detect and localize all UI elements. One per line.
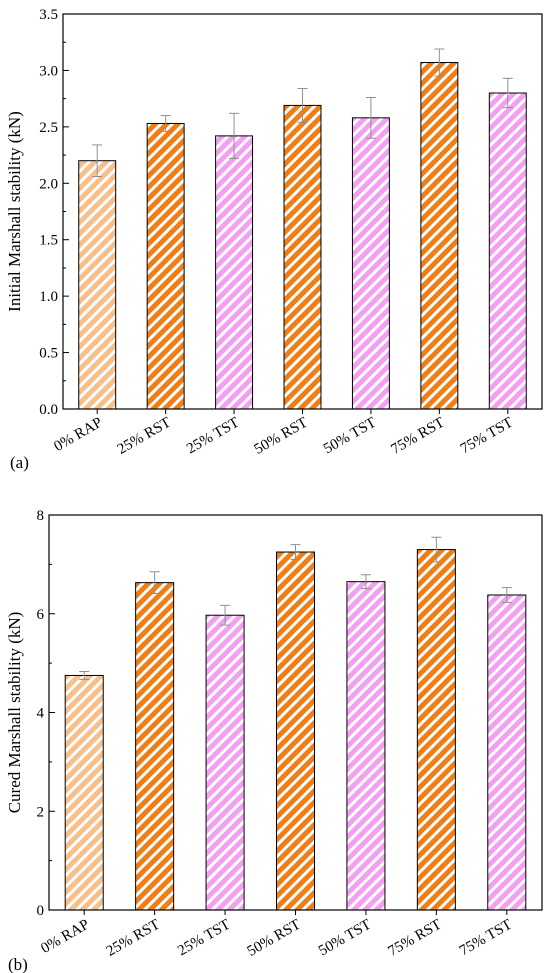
x-tick-label: 75% TST (458, 415, 516, 458)
chart-panel-b: 0% RAP 25% RST 25% TST 50% RST 50% TST 75% RS… (5, 508, 543, 973)
y-tick-label: 2 (37, 804, 45, 820)
error-bar (92, 144, 103, 178)
x-tick-label: 25% RST (104, 917, 163, 960)
x-tick-label: 75% TST (457, 917, 515, 960)
x-tick-label: 25% TST (175, 917, 233, 960)
y-axis-label: Initial Marshall stability (kN) (5, 111, 24, 312)
error-bar (360, 574, 371, 590)
x-tick-label: 50% RST (252, 415, 311, 458)
bar-50-rst (283, 104, 322, 410)
bar-75-tst (487, 594, 527, 911)
chart-panel-a: 0% RAP 25% RST 25% TST 50% RST 50% TST 75% RS… (5, 7, 543, 472)
error-bar (365, 97, 376, 139)
x-tick-label: 50% TST (321, 415, 379, 458)
x-tick-label: 75% RST (385, 917, 444, 960)
x-tick-label: 25% TST (184, 415, 242, 458)
bar-50-tst (351, 117, 390, 410)
error-bar (290, 544, 301, 560)
bar-25-tst (205, 614, 245, 911)
error-bar (502, 77, 513, 109)
bar-75-rst (416, 549, 456, 911)
bar-0-rap (78, 160, 117, 410)
x-tick-label: 0% RAP (51, 415, 105, 455)
x-tick-label: 50% TST (316, 917, 374, 960)
error-bar (220, 604, 231, 626)
x-tick-label: 0% RAP (38, 917, 92, 957)
bar-25-rst (135, 582, 175, 911)
bar-25-rst (146, 122, 185, 410)
panel-label: (a) (10, 453, 29, 472)
error-bar (297, 87, 308, 123)
error-bar (160, 115, 171, 132)
y-tick-label: 1.0 (39, 289, 58, 305)
error-bar (431, 536, 442, 563)
bar-50-rst (275, 551, 316, 911)
x-tick-label: 75% RST (388, 415, 447, 458)
y-tick-label: 8 (37, 508, 45, 524)
y-tick-label: 3.5 (39, 7, 58, 23)
y-tick-label: 0.5 (39, 346, 58, 362)
y-tick-label: 3.0 (39, 63, 58, 79)
bar-0-rap (64, 674, 104, 911)
bar-25-tst (215, 135, 254, 410)
y-tick-label: 0 (37, 903, 45, 919)
panel-label: (b) (8, 955, 28, 973)
x-tick-label: 25% RST (115, 415, 174, 458)
y-tick-label: 4 (37, 706, 45, 722)
error-bar (79, 671, 90, 680)
error-bar (149, 571, 160, 595)
error-bar (501, 587, 512, 603)
error-bar (434, 48, 445, 77)
bar-75-rst (420, 62, 459, 410)
y-tick-label: 1.5 (39, 233, 58, 249)
y-axis-label: Cured Marshall stability (kN) (5, 612, 24, 814)
y-tick-label: 2.0 (39, 176, 58, 192)
bar-75-tst (488, 92, 527, 410)
error-bar (229, 112, 240, 159)
y-tick-label: 6 (37, 607, 45, 623)
y-tick-label: 2.5 (39, 120, 58, 136)
x-tick-label: 50% RST (245, 917, 304, 960)
y-tick-label: 0.0 (39, 402, 58, 418)
bar-50-tst (346, 581, 386, 911)
